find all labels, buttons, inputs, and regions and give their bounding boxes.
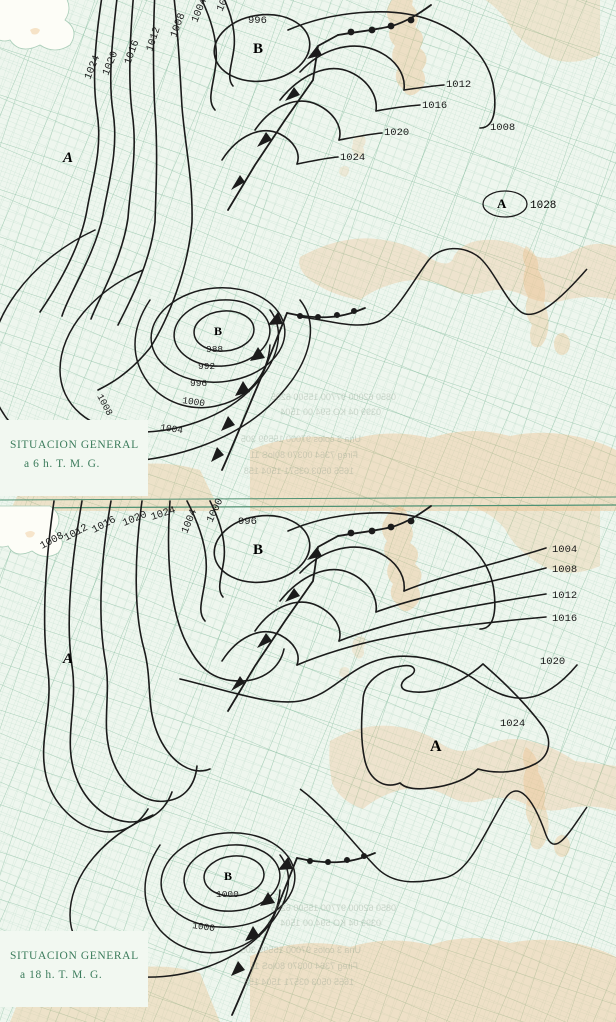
svg-text:SITUACION GENERAL: SITUACION GENERAL — [10, 950, 139, 962]
svg-text:0399 04 KO 594 00 1504: 0399 04 KO 594 00 1504 — [280, 407, 381, 417]
svg-text:0850 62000 97700 15500 6205: 0850 62000 97700 15500 6205 — [271, 392, 396, 402]
svg-text:1655 0503 03571 1504 158: 1655 0503 03571 1504 158 — [244, 977, 354, 987]
svg-text:1028: 1028 — [530, 200, 556, 212]
svg-text:A: A — [62, 651, 73, 667]
svg-text:1655 0503 03571 1504 158: 1655 0503 03571 1504 158 — [244, 466, 354, 476]
svg-text:B: B — [224, 869, 232, 883]
svg-text:Fireg 7364 00370 80loS 11: Fireg 7364 00370 80loS 11 — [250, 450, 358, 460]
svg-text:Una 3 colos 97000 15599 305: Una 3 colos 97000 15599 305 — [241, 945, 361, 955]
svg-text:a 18 h. T. M. G.: a 18 h. T. M. G. — [20, 969, 102, 981]
svg-text:1020: 1020 — [384, 127, 409, 139]
svg-text:1020: 1020 — [540, 656, 565, 668]
svg-text:1016: 1016 — [552, 613, 577, 625]
svg-text:Fireg 7364 00370 80loS 11: Fireg 7364 00370 80loS 11 — [250, 961, 358, 971]
svg-text:1016: 1016 — [422, 100, 447, 112]
svg-text:996: 996 — [190, 378, 207, 389]
svg-text:996: 996 — [248, 15, 267, 27]
svg-text:Una 3 colos 97000 15599 305: Una 3 colos 97000 15599 305 — [241, 434, 361, 444]
svg-text:0850 62000 97700 15500 6205: 0850 62000 97700 15500 6205 — [271, 903, 396, 913]
svg-text:0399 04 KO 594 00 1504: 0399 04 KO 594 00 1504 — [280, 918, 381, 928]
svg-text:1008: 1008 — [552, 564, 577, 576]
svg-text:992: 992 — [198, 361, 215, 372]
svg-text:A: A — [497, 196, 507, 211]
svg-text:1004: 1004 — [552, 544, 577, 556]
svg-text:1024: 1024 — [340, 152, 365, 164]
svg-text:SITUACION GENERAL: SITUACION GENERAL — [10, 439, 139, 451]
svg-text:988: 988 — [206, 344, 223, 355]
svg-text:1008: 1008 — [490, 122, 515, 134]
svg-text:B: B — [214, 324, 222, 338]
svg-text:1024: 1024 — [500, 718, 525, 730]
svg-text:a 6 h. T. M. G.: a 6 h. T. M. G. — [24, 458, 100, 470]
svg-text:1012: 1012 — [552, 590, 577, 602]
svg-text:B: B — [253, 542, 263, 558]
svg-text:A: A — [62, 150, 73, 166]
svg-text:1000: 1000 — [216, 889, 239, 900]
svg-text:B: B — [253, 41, 263, 57]
svg-text:A: A — [430, 738, 442, 755]
svg-text:996: 996 — [238, 516, 257, 528]
svg-text:1012: 1012 — [446, 79, 471, 91]
